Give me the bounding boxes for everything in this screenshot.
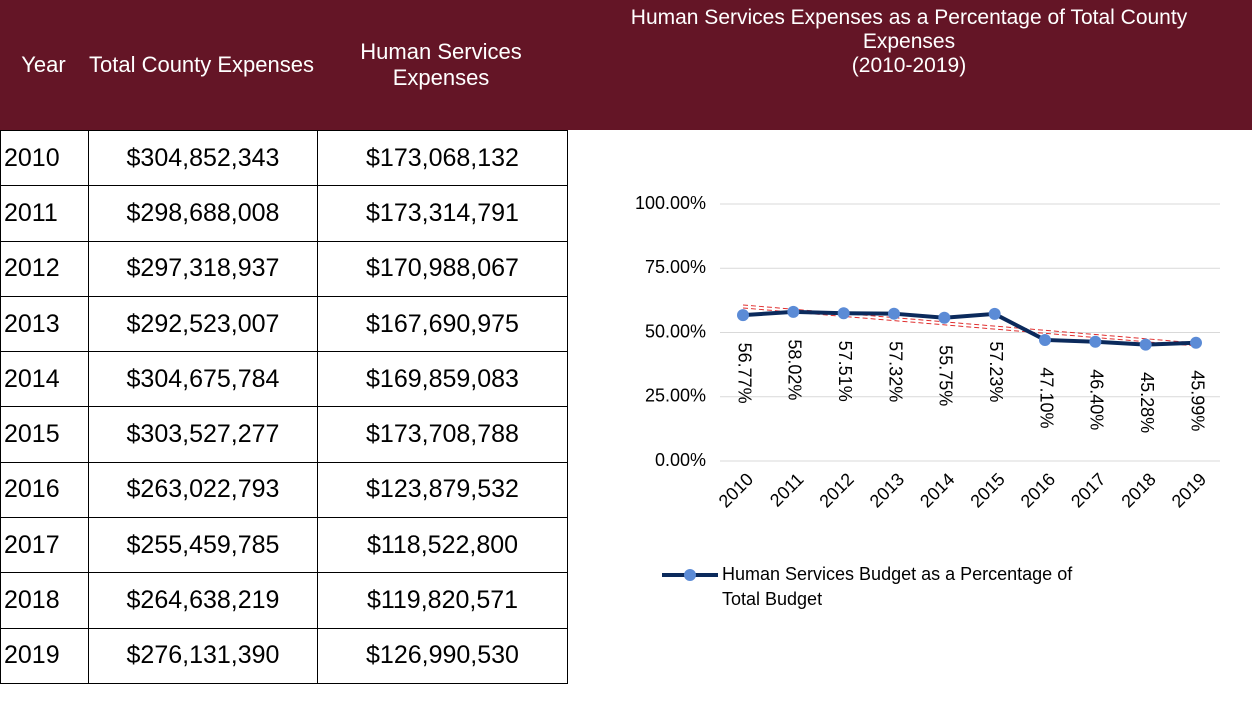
table-cell: $276,131,390: [88, 627, 318, 684]
table-cell: 2013: [0, 295, 89, 353]
table-cell: $126,990,530: [317, 627, 568, 684]
point: [888, 307, 900, 320]
point: [787, 305, 800, 318]
y-tick-label: 75.00%: [645, 257, 706, 277]
table-cell: $303,527,277: [88, 406, 318, 463]
x-tick-label: 2012: [815, 469, 857, 511]
series-line: [742, 309, 1197, 347]
table-cell: $304,852,343: [88, 129, 318, 187]
table-cell: $169,859,083: [317, 351, 568, 408]
x-tick-label: 2011: [766, 469, 808, 511]
table-cell: 2018: [0, 572, 89, 629]
legend-label: Human Services Budget as a Percentage of…: [722, 564, 1077, 609]
data-label: 45.28%: [1137, 372, 1157, 433]
table-cell: $298,688,008: [88, 185, 318, 242]
data-label: 55.75%: [936, 345, 956, 406]
table-cell: $292,523,007: [88, 295, 318, 353]
point: [988, 307, 1001, 320]
table-row: 2015 $303,527,277 $173,708,788: [0, 406, 568, 463]
legend-marker: [684, 569, 696, 581]
table-cell: 2019: [0, 627, 89, 684]
table-row: 2013 $292,523,007 $167,690,975: [0, 295, 568, 353]
table-row: 2010 $304,852,343 $173,068,132: [0, 129, 568, 187]
x-tick-label: 2015: [966, 469, 1008, 511]
table-cell: 2017: [0, 517, 89, 574]
chart-subtitle: (2010-2019): [851, 54, 967, 77]
table-row: 2019 $276,131,390 $126,990,530: [0, 627, 568, 684]
table-cell: 2014: [0, 351, 89, 408]
header-cell: Year: [21, 52, 66, 77]
table-cell: 2010: [0, 129, 89, 187]
x-tick-label: 2018: [1117, 469, 1159, 511]
data-label: 45.99%: [1187, 370, 1207, 431]
table-cell: 2011: [0, 185, 89, 242]
point: [938, 311, 951, 324]
point: [837, 307, 850, 320]
data-label: 46.40%: [1087, 369, 1107, 430]
chart: 0.00%25.00%50.00%75.00%100.00%2010 2011 20…: [635, 193, 1220, 609]
table-cell: $118,522,800: [317, 517, 568, 574]
table-row: 2014 $304,675,784 $169,859,083: [0, 351, 568, 408]
x-tick-label: 2017: [1067, 469, 1109, 511]
data-label: 56.77%: [734, 343, 754, 404]
table-cell: $167,690,975: [317, 295, 568, 353]
data-label: 57.32%: [885, 341, 905, 402]
table-cell: $123,879,532: [317, 461, 568, 519]
table-cell: $263,022,793: [88, 461, 318, 519]
point: [1039, 333, 1051, 346]
table-cell: $173,068,132: [317, 129, 568, 187]
table-cell: $304,675,784: [88, 351, 318, 408]
table-cell: $173,314,791: [317, 185, 568, 242]
y-tick-label: 0.00%: [655, 450, 706, 470]
x-tick-label: 2016: [1017, 469, 1059, 511]
point: [1089, 335, 1102, 348]
table-cell: $170,988,067: [317, 240, 568, 297]
table-row: 2011 $298,688,008 $173,314,791: [0, 185, 568, 242]
header-cell: Total County Expenses: [88, 52, 315, 77]
chart-heading: Human Services Expenses as a Percentage …: [566, 6, 1252, 78]
data-label: 47.10%: [1036, 367, 1056, 428]
table-cell: 2012: [0, 240, 89, 297]
data-label: 57.51%: [835, 341, 855, 402]
table-cell: 2015: [0, 406, 89, 463]
y-tick-label: 50.00%: [645, 321, 706, 341]
table-cell: $119,820,571: [317, 572, 568, 629]
table-row: 2017 $255,459,785 $118,522,800: [0, 517, 568, 574]
table-row: 2012 $297,318,937 $170,988,067: [0, 240, 568, 297]
x-tick-label: 2014: [916, 469, 958, 511]
chart-title: Human Services Expenses as a Percentage …: [630, 6, 1188, 53]
table-cell: $297,318,937: [88, 240, 318, 297]
x-tick-label: 2019: [1168, 469, 1210, 511]
data-label: 57.23%: [986, 341, 1006, 402]
point: [1139, 338, 1152, 351]
point: [737, 309, 749, 322]
y-tick-label: 100.00%: [635, 193, 706, 213]
header-cell: Human Services Expenses: [360, 39, 522, 90]
y-tick-label: 25.00%: [645, 386, 706, 406]
point: [1190, 336, 1202, 349]
data-table: 2010 $304,852,343 $173,068,132 2011 $298,688…: [0, 129, 568, 684]
table-cell: $173,708,788: [317, 406, 568, 463]
table-cell: $255,459,785: [88, 517, 318, 574]
table-row: 2018 $264,638,219 $119,820,571: [0, 572, 568, 629]
x-tick-label: 2010: [715, 469, 757, 511]
data-label: 58.02%: [785, 339, 805, 400]
x-tick-label: 2013: [866, 469, 908, 511]
table-row: 2016 $263,022,793 $123,879,532: [0, 461, 568, 519]
table-cell: $264,638,219: [88, 572, 318, 629]
table-cell: 2016: [0, 461, 89, 519]
header-bar: Year Total County Expenses Human Service…: [0, 0, 1252, 130]
